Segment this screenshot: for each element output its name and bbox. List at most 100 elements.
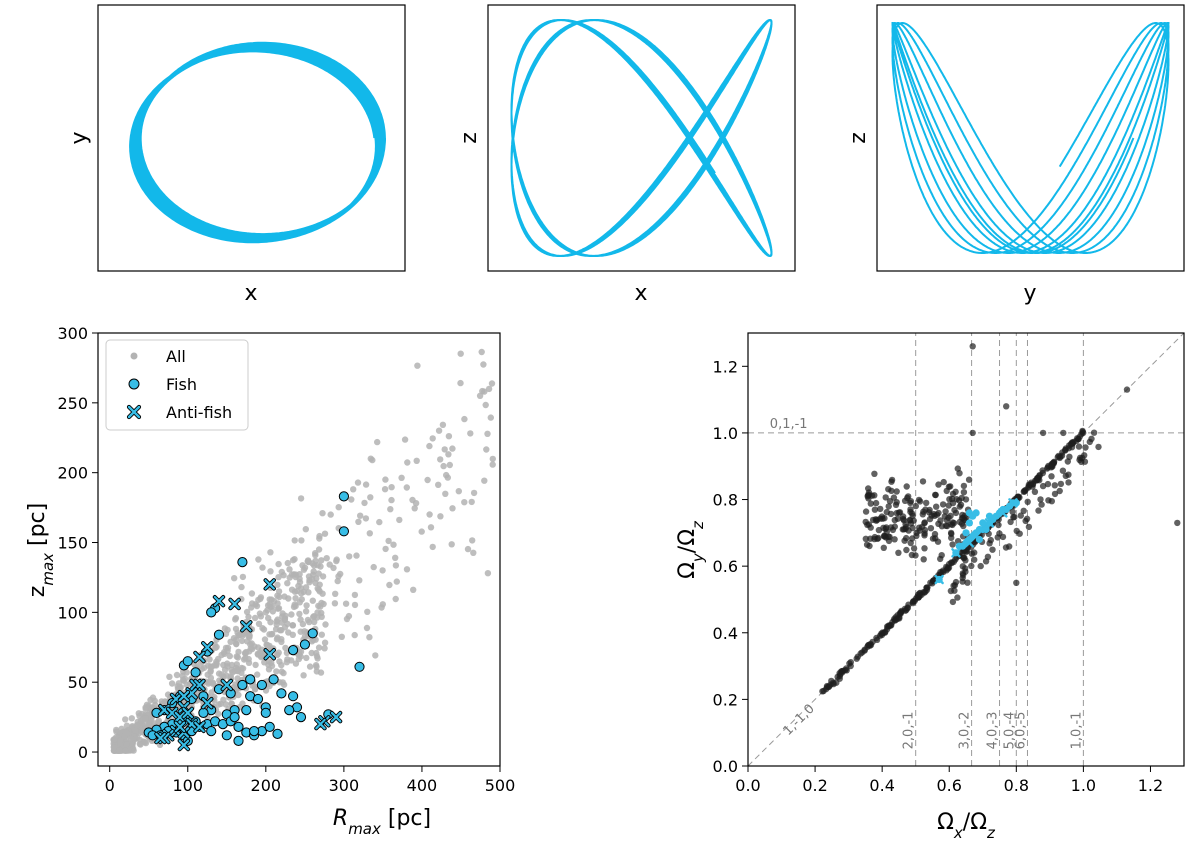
cloud-point (894, 515, 901, 522)
all-point (300, 588, 307, 596)
all-point (207, 668, 214, 675)
all-point (291, 601, 298, 608)
all-point (448, 541, 455, 548)
all-point (351, 631, 358, 639)
cloud-point (933, 503, 940, 510)
all-point (305, 558, 312, 565)
all-point (382, 476, 389, 483)
frequency-fish-point (965, 519, 974, 527)
all-point (211, 662, 218, 669)
all-point (297, 648, 305, 655)
antifish-point (178, 739, 190, 751)
all-point (288, 611, 295, 618)
near-diagonal-point (1009, 508, 1016, 515)
all-point (253, 602, 261, 610)
x-tick-label: 0 (105, 776, 115, 795)
all-point (274, 616, 281, 623)
all-point (252, 661, 259, 669)
cloud-point (880, 544, 887, 551)
all-point (345, 612, 353, 620)
outlier-point (1174, 519, 1181, 527)
all-point (242, 654, 249, 662)
resonance-label: 2,0,-1 (902, 712, 917, 750)
all-point (489, 455, 496, 463)
all-point (259, 564, 266, 571)
y-tick-label: 200 (57, 464, 88, 483)
orbit-panel-xz: x z (457, 4, 796, 306)
cloud-point (862, 535, 869, 542)
fish-point (256, 679, 267, 691)
all-point (284, 580, 291, 587)
all-point (278, 638, 285, 646)
resonance-guides: 1,-1,0 0,1,-1 2,0,-1 3,0,-2 4,0,-3 5,0,-46,0,… (747, 332, 1185, 767)
orbit-yz-curve (891, 22, 1170, 254)
antifish-point (213, 595, 225, 607)
all-point (485, 385, 493, 393)
all-point (254, 650, 261, 658)
antifish-point (155, 732, 166, 744)
frequency-fish-point (965, 509, 974, 517)
y-tick-label: 100 (57, 603, 88, 622)
all-point (367, 494, 374, 501)
fish-point (249, 726, 260, 737)
all-point (238, 669, 245, 676)
all-point (261, 659, 268, 666)
cloud-point (867, 535, 874, 542)
all-point (366, 530, 373, 537)
all-point (306, 618, 313, 626)
resonance-label: 3,0,-2 (958, 712, 973, 750)
all-point (312, 551, 319, 559)
resonance-label: 6,0,-5 (1013, 712, 1028, 750)
fish-point (237, 557, 248, 568)
all-point (392, 554, 399, 561)
near-diagonal-point (1017, 512, 1024, 519)
all-point (319, 510, 326, 517)
all-point (235, 648, 242, 656)
all-point (245, 613, 252, 621)
all-point (267, 568, 274, 575)
all-point (138, 710, 146, 718)
x-tick-label: 1.0 (1071, 776, 1096, 795)
fish-point (295, 712, 307, 723)
all-point (151, 697, 158, 704)
frequency-antifish-point (984, 518, 995, 528)
cloud-point (939, 501, 947, 508)
cloud-point (959, 563, 966, 570)
all-point (218, 671, 225, 678)
all-point (205, 662, 212, 669)
all-point (296, 578, 304, 586)
frequency-fish-point (972, 509, 980, 517)
near-diagonal-point (947, 587, 955, 595)
all-point (489, 461, 496, 468)
fish-point (272, 728, 283, 740)
all-point (286, 566, 293, 573)
all-point (245, 632, 252, 640)
all-point (268, 659, 275, 666)
antifish-point (241, 621, 252, 632)
cloud-point (958, 494, 965, 502)
rmax-zmax-ticks: 0 100 200 300 400 500 0 50 100 150 200 250 300 (57, 324, 515, 795)
all-point (322, 621, 329, 628)
near-diagonal-point (1048, 473, 1055, 480)
diagonal-point (847, 662, 854, 670)
all-point (392, 562, 400, 569)
fish-point (233, 735, 244, 747)
cloud-point (921, 530, 928, 537)
all-point (378, 604, 385, 611)
all-point (300, 672, 307, 679)
all-point (429, 543, 436, 551)
all-point (282, 644, 289, 652)
cloud-point (932, 491, 939, 499)
fish-point (213, 629, 225, 640)
near-diagonal-point (1037, 496, 1044, 503)
all-point (469, 537, 476, 544)
cloud-point (901, 537, 908, 544)
all-point (251, 614, 259, 622)
all-point (356, 577, 363, 584)
all-point (357, 512, 364, 519)
fish-point (221, 730, 232, 741)
all-point (388, 496, 395, 504)
fish-point (190, 667, 201, 678)
all-point (285, 595, 292, 602)
all-point (366, 634, 373, 641)
